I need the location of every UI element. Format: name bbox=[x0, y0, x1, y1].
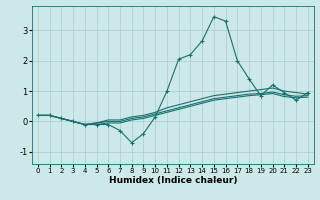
X-axis label: Humidex (Indice chaleur): Humidex (Indice chaleur) bbox=[108, 176, 237, 185]
